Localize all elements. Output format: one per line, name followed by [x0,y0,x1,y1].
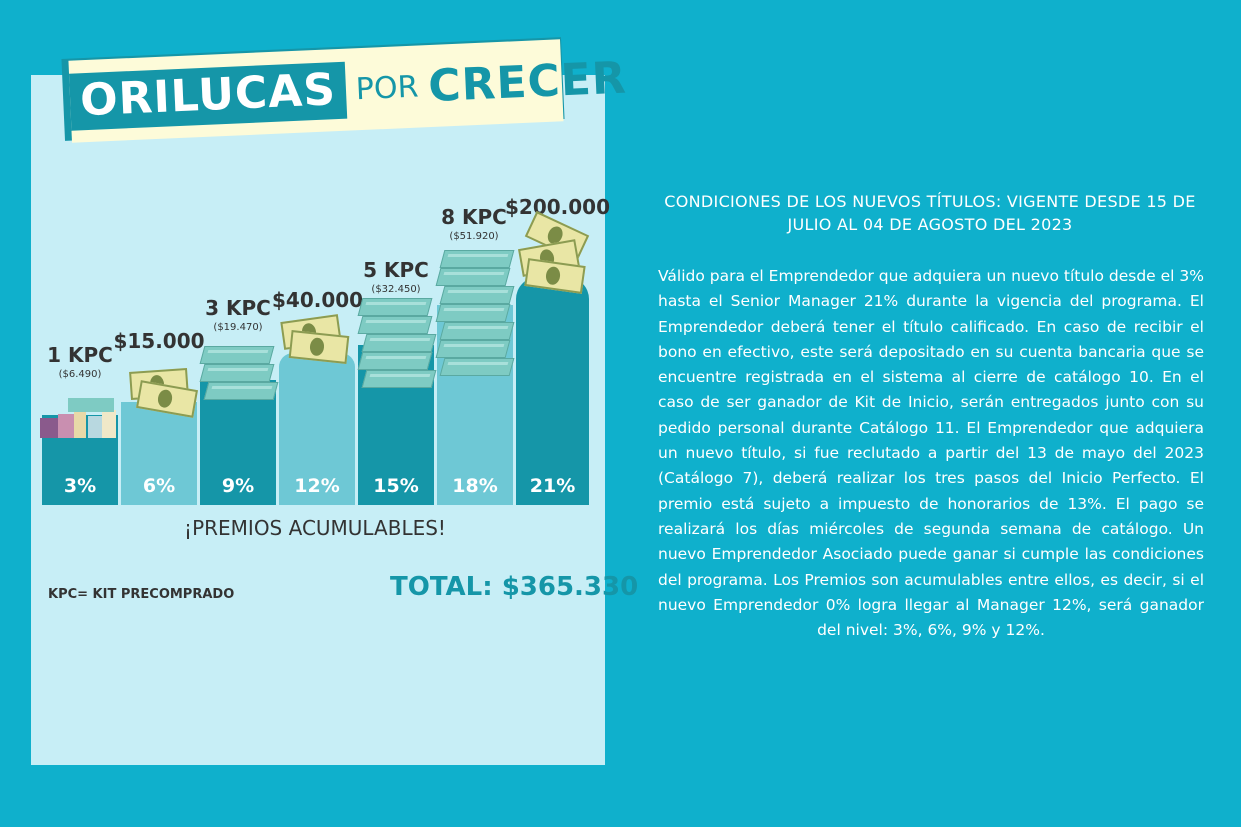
kit-box-18-e [439,322,515,340]
level-18-label: 8 KPC ($51.920) [441,205,507,242]
level-9-pct: 9% [221,475,255,497]
level-21-label: $200.000 [505,195,611,219]
kit-box-15-c [361,334,437,352]
product-assortment-image [40,398,120,440]
banner-word-crecer: CRECER [427,51,628,112]
kit-box-15-e [361,370,437,388]
premios-acumulables: ¡PREMIOS ACUMULABLES! [184,516,446,540]
level-15-pct: 15% [373,475,419,497]
level-9-column: 9% [200,380,276,505]
level-18-pct: 18% [452,475,498,497]
total-amount: TOTAL: $365.330 [390,572,639,602]
kit-box-18-d [435,304,511,322]
kpc-definition: KPC= KIT PRECOMPRADO [48,587,235,602]
level-12-pct: 12% [294,475,340,497]
level-21-pct: 21% [529,475,576,497]
level-3-label: 1 KPC ($6.490) [47,343,113,380]
kit-box-15-a [357,298,433,316]
kit-box-9-b [199,364,275,382]
banner-word-orilucas: ORILUCAS [68,61,348,131]
kit-box-18-a [439,250,515,268]
kit-box-15-b [357,316,433,334]
level-6-column: 6% [121,402,197,505]
kit-box-18-c [439,286,515,304]
conditions-title: CONDICIONES DE LOS NUEVOS TÍTULOS: VIGEN… [664,192,1196,234]
level-12-column: 12% [279,353,355,505]
level-12-label: $40.000 [272,288,364,312]
conditions-body: Válido para el Emprendedor que adquiera … [658,267,1205,640]
level-3-pct: 3% [63,475,97,497]
kit-box-18-f [435,340,511,358]
kit-box-18-b [435,268,511,286]
kit-box-9-a [199,346,275,364]
level-21-column: 21% [516,277,589,505]
level-6-pct: 6% [142,475,176,497]
kit-box-9-c [203,382,279,400]
level-9-label: 3 KPC ($19.470) [205,296,271,333]
level-15-label: 5 KPC ($32.450) [363,258,429,295]
cash-bill-12-b [288,330,350,364]
kit-box-18-g [439,358,515,376]
kit-box-15-d [357,352,433,370]
banner-word-por: POR [355,69,420,107]
level-6-label: $15.000 [113,329,205,353]
